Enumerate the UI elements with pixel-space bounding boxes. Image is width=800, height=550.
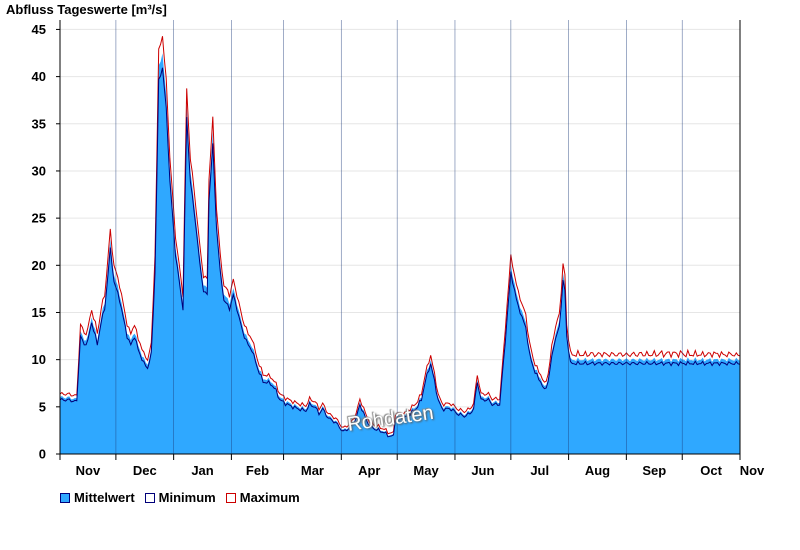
x-tick-label-7: Jun: [471, 463, 494, 478]
x-tick-label-5: Apr: [358, 463, 380, 478]
x-tick-label-4: Mar: [301, 463, 324, 478]
x-tick-label-12: Nov: [740, 463, 765, 478]
x-tick-label-9: Aug: [585, 463, 610, 478]
legend-label-minimum: Minimum: [158, 490, 216, 505]
series-mittelwert-area: [60, 53, 740, 455]
y-tick-label-45: 45: [32, 22, 46, 37]
x-tick-label-11: Oct: [700, 463, 722, 478]
y-tick-label-30: 30: [32, 163, 46, 178]
legend-swatch-minimum: [144, 492, 155, 503]
axes: [56, 20, 741, 460]
x-tick-label-1: Dec: [133, 463, 157, 478]
x-tick-label-2: Jan: [191, 463, 213, 478]
legend-item-minimum: Minimum: [144, 490, 216, 505]
y-tick-labels: 0 5 10 15 20 25 30 35 40 45: [32, 22, 46, 462]
legend-swatch-maximum: [225, 492, 236, 503]
y-tick-label-5: 5: [39, 399, 46, 414]
series-layer: [59, 36, 741, 455]
legend-label-mittelwert: Mittelwert: [74, 490, 135, 505]
chart-title: Abfluss Tageswerte [m³/s]: [6, 2, 167, 17]
y-tick-label-10: 10: [32, 352, 46, 367]
x-tick-label-3: Feb: [246, 463, 269, 478]
y-tick-label-20: 20: [32, 258, 46, 273]
x-tick-label-10: Sep: [642, 463, 666, 478]
x-tick-label-0: Nov: [76, 463, 101, 478]
y-tick-label-40: 40: [32, 69, 46, 84]
y-tick-label-15: 15: [32, 305, 46, 320]
legend: Mittelwert Minimum Maximum: [60, 490, 300, 505]
legend-item-mittelwert: Mittelwert: [60, 490, 135, 505]
y-tick-label-0: 0: [39, 447, 46, 462]
y-tick-label-35: 35: [32, 116, 46, 131]
month-separators: [115, 20, 683, 454]
y-tick-label-25: 25: [32, 211, 46, 226]
x-tick-label-6: May: [413, 463, 439, 478]
legend-swatch-mittelwert: [60, 492, 70, 503]
x-tick-labels: Nov Dec Jan Feb Mar Apr May Jun Jul Aug Sep Oct Nov: [76, 463, 765, 478]
legend-label-maximum: Maximum: [239, 490, 300, 505]
legend-item-maximum: Maximum: [225, 490, 300, 505]
x-tick-label-8: Jul: [530, 463, 549, 478]
